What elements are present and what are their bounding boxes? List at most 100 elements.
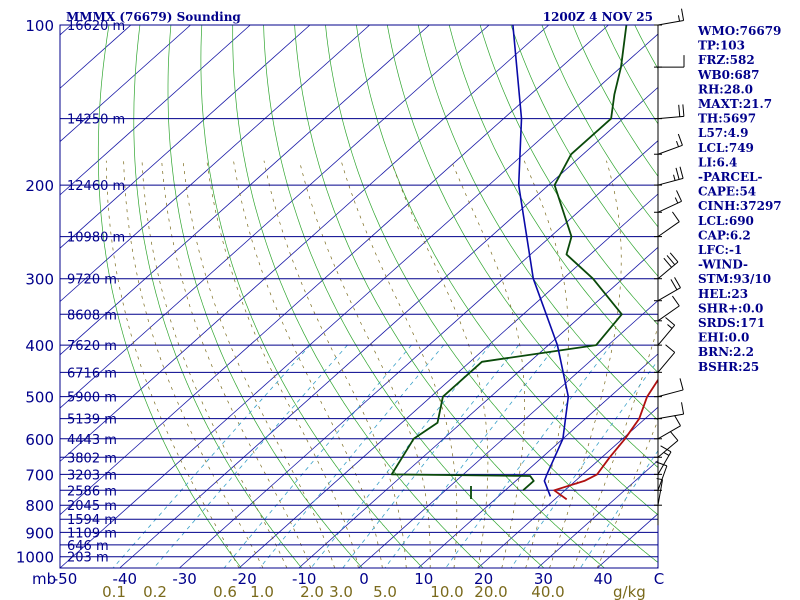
wind-barb <box>654 295 680 322</box>
wind-barb <box>654 8 685 26</box>
dry-adiabat-line <box>200 25 424 568</box>
wind-barb-feather <box>676 140 679 147</box>
moist-adiabat-line <box>182 160 335 568</box>
mixing-ratio-line <box>384 344 557 568</box>
moist-adiabat-line <box>206 160 359 568</box>
mixing-ratio-line <box>223 344 412 568</box>
wind-barb <box>654 190 683 213</box>
wind-barb <box>654 104 685 120</box>
height-label: 646 m <box>67 539 109 554</box>
index-item: BRN:2.2 <box>698 345 754 359</box>
wind-barb-staff <box>657 465 668 491</box>
height-label: 14250 m <box>67 113 125 128</box>
wind-barb-staff <box>657 221 680 238</box>
isotherm-line <box>179 140 658 568</box>
dry-adiabat-line <box>386 25 658 468</box>
mixing-ratio-label: 40.0 <box>531 583 564 600</box>
wind-profile <box>654 8 685 526</box>
wind-barb-staff <box>657 19 684 26</box>
wind-barb-feather <box>655 461 668 467</box>
height-label: 7620 m <box>67 339 117 354</box>
wind-barb <box>654 445 672 475</box>
mixing-ratio-line <box>259 344 445 568</box>
wind-barb-feather <box>674 277 681 288</box>
mixing-ratio-label: 1.0 <box>250 583 274 600</box>
index-item: HEL:23 <box>698 287 748 301</box>
isotherm-line <box>60 25 370 303</box>
index-item: SHR+:0.0 <box>698 301 763 315</box>
wind-barb-feather <box>674 415 681 427</box>
pressure-tick-label: 600 <box>25 431 54 449</box>
height-label: 4443 m <box>67 433 117 448</box>
wind-barb-feather <box>656 478 663 481</box>
index-item: L57:4.9 <box>698 126 748 140</box>
wind-barb <box>654 166 684 186</box>
isotherm-line <box>60 25 430 356</box>
isotherm-line <box>60 25 191 143</box>
dry-adiabat-line <box>479 25 658 326</box>
wind-barb-feather <box>679 166 684 179</box>
mixing-ratio-line <box>510 359 658 568</box>
sounding-time: 1200Z 4 NOV 25 <box>543 10 653 24</box>
moist-adiabat-line <box>390 160 489 568</box>
dry-adiabat-line <box>232 25 484 568</box>
index-item: LI:6.4 <box>698 155 737 169</box>
wind-barb-feather <box>660 445 672 453</box>
height-label: 5139 m <box>67 413 117 428</box>
wind-barb <box>654 211 680 238</box>
dry-adiabat-line <box>294 25 605 568</box>
wind-barb-staff <box>657 352 676 373</box>
mixing-ratio-label: 0.6 <box>213 583 237 600</box>
wind-barb <box>654 431 679 458</box>
height-label: 1594 m <box>67 513 117 528</box>
height-label: 1109 m <box>67 526 117 541</box>
moist-adiabat-line <box>299 160 431 568</box>
pressure-tick-label: 100 <box>25 17 54 35</box>
wind-barb-staff <box>657 144 683 155</box>
moist-adiabat-line <box>263 160 407 568</box>
isotherm-line <box>60 33 658 568</box>
mixing-ratio-label: 2.0 <box>300 583 324 600</box>
index-item: TH:5697 <box>698 112 756 126</box>
pressure-tick-label: 700 <box>25 466 54 484</box>
dewpoint-line <box>390 25 628 491</box>
wind-barb-feather <box>665 317 676 326</box>
wind-barb-staff <box>657 440 679 458</box>
wind-barb <box>654 133 683 155</box>
mixing-ratio-label: 20.0 <box>474 583 507 600</box>
index-item: SRDS:171 <box>698 316 765 330</box>
wind-barb-feather <box>669 431 679 441</box>
dry-adiabat-line <box>448 25 658 374</box>
height-label: 16620 m <box>67 19 125 34</box>
index-item: LCL:690 <box>698 214 754 228</box>
profile-lines <box>390 25 658 501</box>
isotherm-line <box>298 246 658 568</box>
isotherm-line <box>477 406 658 568</box>
index-item: -WIND- <box>698 258 748 272</box>
moist-adiabat-line <box>105 160 240 568</box>
wind-barb-feather <box>667 324 673 329</box>
isotherm-line <box>60 25 311 249</box>
index-item: FRZ:582 <box>698 53 755 67</box>
mixing-ratio-label: 0.2 <box>143 583 167 600</box>
pressure-tick-label: 500 <box>25 389 54 407</box>
height-label: 2045 m <box>67 499 117 514</box>
wind-barb-staff <box>657 389 684 398</box>
wind-barb-staff <box>657 305 680 322</box>
index-item: STM:93/10 <box>698 272 771 286</box>
wind-barb-feather <box>675 167 680 180</box>
moist-adiabat-line <box>451 160 525 568</box>
index-item: BSHR:25 <box>698 360 759 374</box>
dry-adiabat-line <box>97 25 242 568</box>
wind-barb-feather <box>666 255 676 265</box>
wind-barb <box>654 402 685 420</box>
wind-barb <box>654 344 676 373</box>
pressure-tick-label: 200 <box>25 177 54 195</box>
wind-barb-staff <box>657 261 679 280</box>
wind-barb <box>654 317 676 346</box>
temperature-tick-label: 40 <box>594 570 613 588</box>
parcel-line <box>512 25 570 497</box>
isotherm-line <box>60 25 609 516</box>
height-label: 203 m <box>67 551 109 566</box>
